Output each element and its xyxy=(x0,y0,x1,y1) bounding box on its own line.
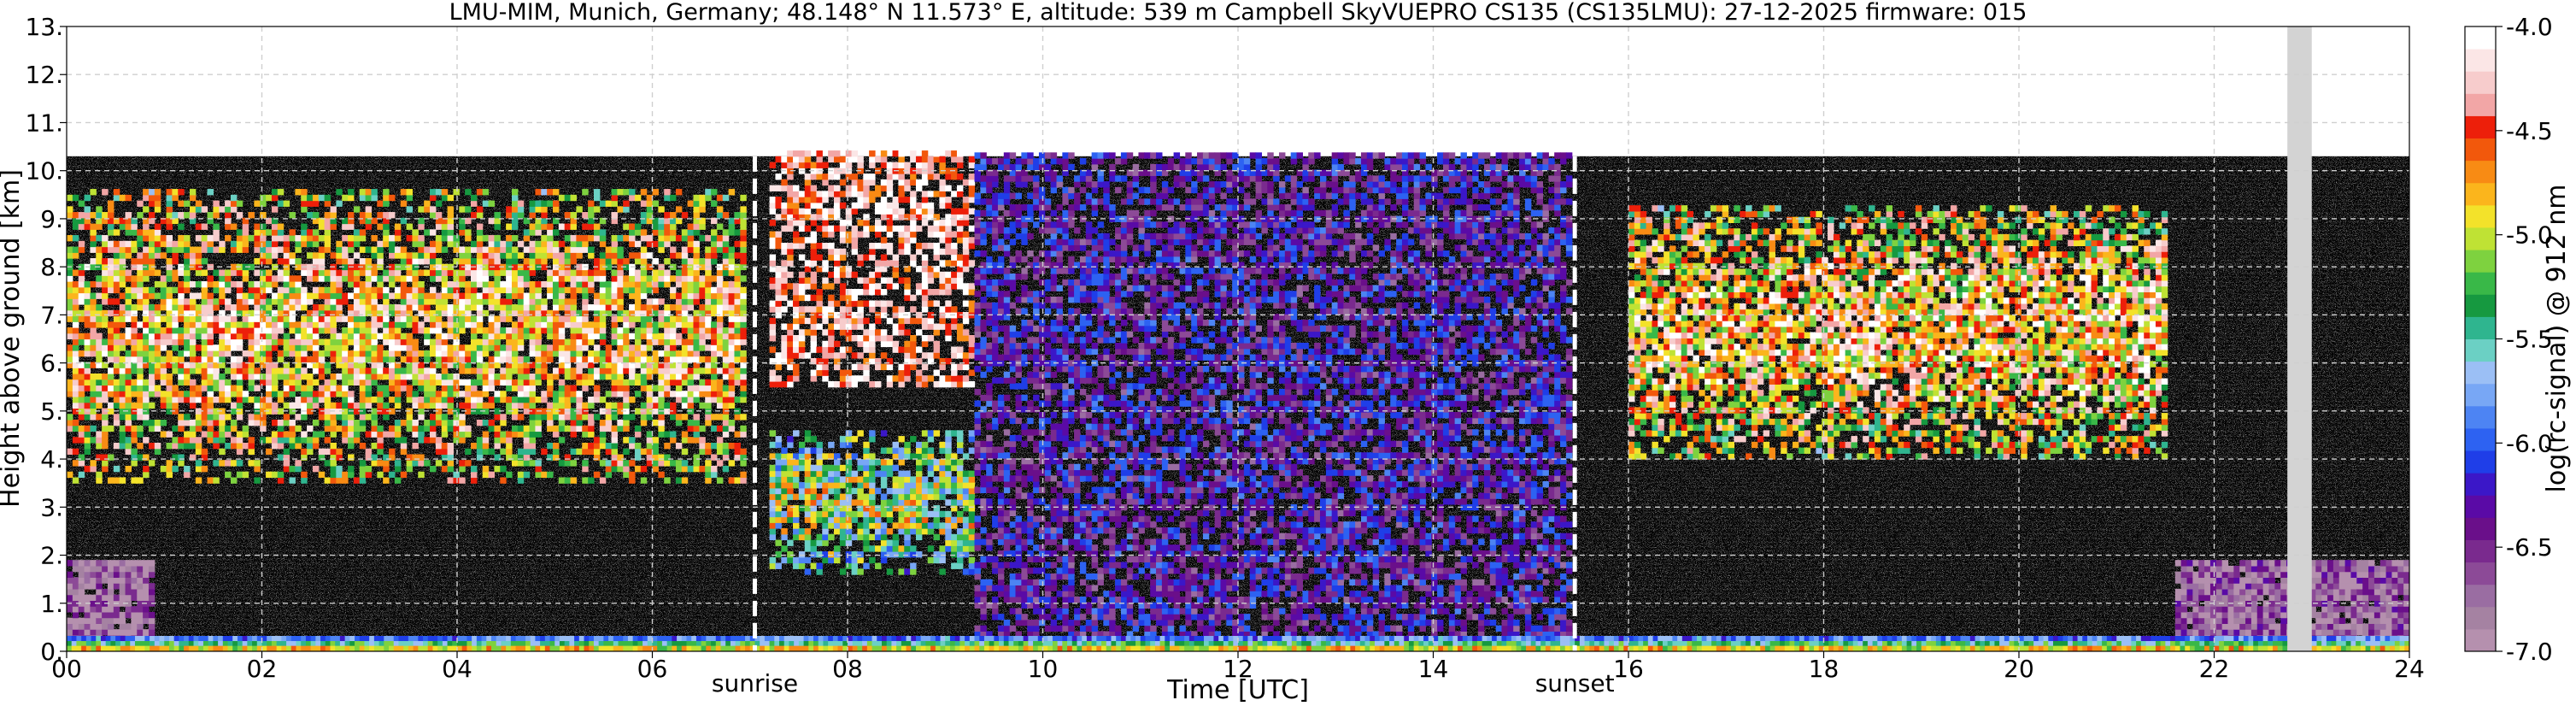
colorbar-swatch xyxy=(2465,294,2496,317)
colorbar-swatch xyxy=(2465,250,2496,273)
colorbar-label: log(rc-signal) @ 912 nm xyxy=(2542,185,2572,493)
y-tick-label: 5. xyxy=(40,397,63,426)
x-tick-label: 02 xyxy=(247,655,278,683)
colorbar-tick-label: -7.0 xyxy=(2506,638,2553,666)
x-axis: sunrise sunset 00 02 04 06 08 10 12 14 16 18 20 22 24 xyxy=(51,651,2425,697)
x-tick-label: 06 xyxy=(637,655,668,683)
colorbar-swatch xyxy=(2465,227,2496,250)
event-markers xyxy=(752,156,1577,651)
y-tick-label: 1. xyxy=(40,590,63,618)
colorbar-swatch xyxy=(2465,49,2496,72)
x-axis-label: Time [UTC] xyxy=(1166,675,1309,705)
y-tick-label: 9. xyxy=(40,205,63,233)
colorbar-tick-label: -4.5 xyxy=(2506,117,2553,145)
x-tick-label: 18 xyxy=(1809,655,1840,683)
sunrise-label: sunrise xyxy=(712,669,798,697)
y-tick-label: 6. xyxy=(40,350,63,378)
colorbar-swatch xyxy=(2465,160,2496,184)
colorbar-swatch xyxy=(2465,338,2496,362)
x-tick-label: 20 xyxy=(2004,655,2034,683)
colorbar-swatch xyxy=(2465,495,2496,518)
y-tick-label: 2. xyxy=(40,542,63,570)
colorbar-swatch xyxy=(2465,272,2496,295)
chart-title: LMU-MIM, Munich, Germany; 48.148° N 11.5… xyxy=(449,0,2027,26)
region-cloud xyxy=(1628,205,2168,460)
colorbar-tick-label: -5.0 xyxy=(2506,221,2553,250)
surface-layer xyxy=(67,636,2409,651)
colorbar-swatch xyxy=(2465,405,2496,429)
colorbar-swatch xyxy=(2465,316,2496,339)
colorbar-tick-label: -6.5 xyxy=(2506,533,2553,562)
colorbar: -7.0 -6.5 -6.0 -5.5 -5.0 -4.5 -4.0 xyxy=(2464,13,2553,666)
plot-area xyxy=(66,26,2410,652)
x-tick-label: 22 xyxy=(2199,655,2230,683)
grid-lines xyxy=(67,26,2409,651)
colorbar-tick-label: -5.5 xyxy=(2506,326,2553,354)
x-tick-label: 12 xyxy=(1223,655,1253,683)
colorbar-swatch xyxy=(2465,204,2496,228)
region-cloud xyxy=(769,430,976,575)
colorbar-swatch xyxy=(2465,562,2496,585)
colorbar-tick-label: -4.0 xyxy=(2506,13,2553,41)
y-tick-label: 12. xyxy=(25,61,63,89)
colorbar-swatch xyxy=(2465,606,2496,630)
y-tick-label: 7. xyxy=(40,301,63,329)
colorbar-swatch xyxy=(2465,628,2496,652)
x-tick-label: 04 xyxy=(442,655,472,683)
x-tick-label: 08 xyxy=(832,655,863,683)
colorbar-swatch xyxy=(2465,450,2496,474)
colorbar-swatch xyxy=(2465,138,2496,162)
y-tick-label: 8. xyxy=(40,253,63,281)
x-tick-label: 16 xyxy=(1613,655,1644,683)
colorbar-swatch xyxy=(2465,383,2496,407)
colorbar-swatch xyxy=(2465,93,2496,116)
colorbar-swatch xyxy=(2465,361,2496,385)
colorbar-swatch xyxy=(2465,182,2496,206)
colorbar-swatch xyxy=(2465,427,2496,451)
y-tick-label: 13. xyxy=(25,13,63,41)
x-tick-label: 10 xyxy=(1028,655,1059,683)
colorbar-swatch xyxy=(2465,473,2496,496)
colorbar-swatch xyxy=(2465,517,2496,540)
y-tick-label: 3. xyxy=(40,493,63,521)
x-tick-label: 24 xyxy=(2394,655,2425,683)
missing-data-band xyxy=(2287,26,2312,651)
colorbar-swatch xyxy=(2465,539,2496,563)
y-axis-label: Height above ground [km] xyxy=(0,169,26,508)
colorbar-swatch xyxy=(2465,26,2496,50)
x-tick-label: 14 xyxy=(1418,655,1449,683)
region-cloud xyxy=(67,189,747,484)
colorbar-swatch xyxy=(2465,115,2496,139)
y-axis: 0. 1. 2. 3. 4. 5. 6. 7. 8. 9. 10. 11. 12. 13. xyxy=(25,13,67,666)
colorbar-tick-label: -6.0 xyxy=(2506,429,2553,457)
y-tick-label: 0. xyxy=(40,638,63,666)
colorbar-swatch xyxy=(2465,584,2496,608)
x-tick-label: 00 xyxy=(51,655,82,683)
y-tick-label: 4. xyxy=(40,445,63,474)
y-tick-label: 10. xyxy=(25,157,63,185)
sunset-label: sunset xyxy=(1535,669,1615,697)
y-tick-label: 11. xyxy=(25,109,63,137)
colorbar-swatch xyxy=(2465,71,2496,94)
